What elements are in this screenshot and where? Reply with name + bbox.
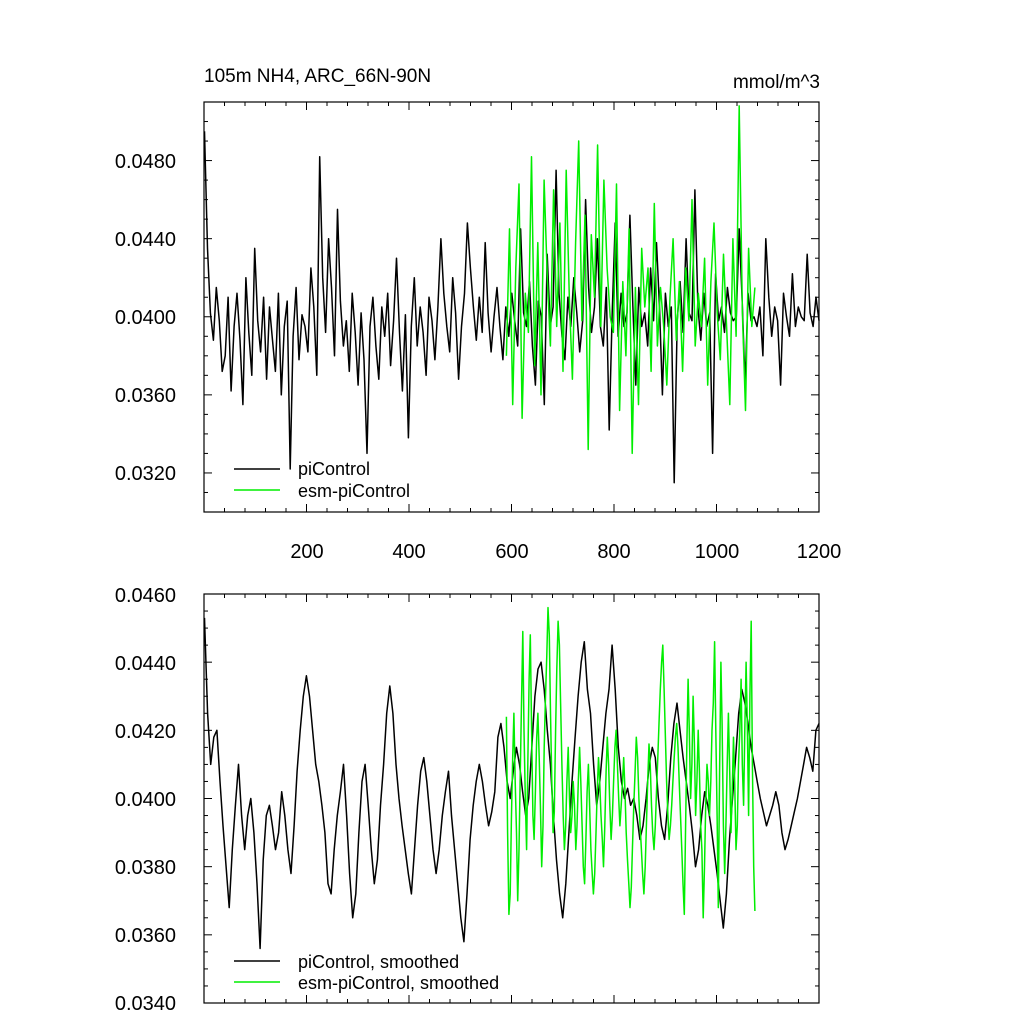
bottom-y-tick-label-0380: 0.0380 xyxy=(115,857,176,879)
bottom-y-tick-label-0420: 0.0420 xyxy=(115,721,176,743)
bottom-y-tick-label-0440: 0.0440 xyxy=(115,653,176,675)
top-legend: piControl esm-piControl xyxy=(234,459,410,501)
top-x-tick-label-400: 400 xyxy=(392,541,425,563)
bottom-y-tick-label-0400: 0.0400 xyxy=(115,789,176,811)
top-y-tick-label-0360: 0.0360 xyxy=(115,385,176,407)
top-x-tick-labels: 200 400 600 800 1000 1200 xyxy=(290,541,841,563)
bottom-series-lines xyxy=(203,606,820,950)
top-x-ticks xyxy=(224,102,820,512)
bottom-y-ticks xyxy=(204,593,819,1004)
bottom-legend-label-esm-picontrol: esm-piControl, smoothed xyxy=(298,973,499,993)
top-legend-label-picontrol: piControl xyxy=(298,459,370,479)
top-series-line-picontrol xyxy=(203,131,820,484)
top-panel-units: mmol/m^3 xyxy=(733,72,820,93)
bottom-y-tick-label-0340: 0.0340 xyxy=(115,993,176,1015)
bottom-legend-label-picontrol: piControl, smoothed xyxy=(298,952,459,972)
top-y-tick-label-0440: 0.0440 xyxy=(115,229,176,251)
top-x-tick-label-1200: 1200 xyxy=(797,541,842,563)
top-x-tick-label-600: 600 xyxy=(495,541,528,563)
top-legend-label-esm-picontrol: esm-piControl xyxy=(298,481,410,501)
bottom-x-ticks xyxy=(224,594,820,1003)
bottom-legend: piControl, smoothed esm-piControl, smoot… xyxy=(234,952,499,993)
top-x-tick-label-200: 200 xyxy=(290,541,323,563)
top-y-tick-labels: 0.0320 0.0360 0.0400 0.0440 0.0480 xyxy=(115,151,176,485)
top-y-ticks xyxy=(204,101,819,513)
top-series-line-esm-picontrol xyxy=(505,105,756,455)
top-series-lines xyxy=(203,105,820,484)
bottom-panel: 0.0340 0.0360 0.0380 0.0400 0.0420 0.044… xyxy=(115,585,820,1015)
bottom-y-tick-label-0360: 0.0360 xyxy=(115,925,176,947)
bottom-y-tick-label-0460: 0.0460 xyxy=(115,585,176,607)
bottom-series-line-esm-picontrol-smoothed xyxy=(505,606,756,919)
top-y-tick-label-0480: 0.0480 xyxy=(115,151,176,173)
top-x-tick-label-1000: 1000 xyxy=(695,541,740,563)
top-panel-title: 105m NH4, ARC_66N-90N xyxy=(204,66,431,87)
top-y-tick-label-0320: 0.0320 xyxy=(115,463,176,485)
top-y-tick-label-0400: 0.0400 xyxy=(115,307,176,329)
top-panel: 105m NH4, ARC_66N-90N mmol/m^3 200 400 6… xyxy=(115,66,841,563)
top-x-tick-label-800: 800 xyxy=(597,541,630,563)
bottom-y-tick-labels: 0.0340 0.0360 0.0380 0.0400 0.0420 0.044… xyxy=(115,585,176,1015)
